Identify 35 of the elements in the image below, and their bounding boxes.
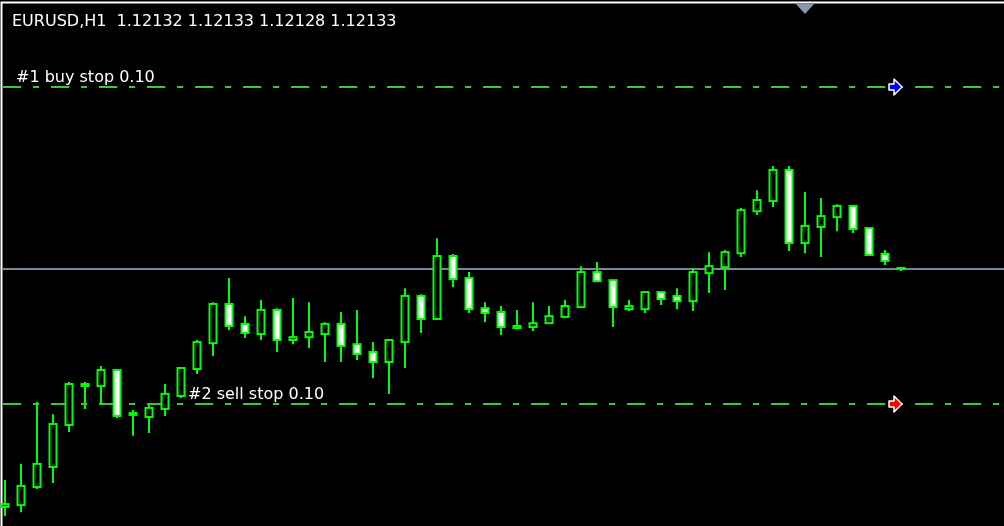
candlestick (448, 252, 458, 289)
ref-line-label: #2 sell stop 0.10 (188, 384, 325, 404)
candlestick (672, 287, 682, 311)
candlestick (80, 380, 90, 410)
ref-line-label: #1 buy stop 0.10 (16, 67, 155, 86)
candlestick (416, 293, 426, 334)
candlestick (144, 404, 154, 435)
candlestick (32, 400, 42, 491)
candlestick (640, 291, 650, 315)
candlestick (16, 462, 26, 514)
candlestick (832, 203, 842, 233)
candlestick (240, 315, 250, 339)
candlestick (592, 260, 602, 283)
candlestick (800, 190, 810, 255)
candlestick (128, 408, 138, 437)
candlestick (816, 196, 826, 259)
candlestick (752, 189, 762, 217)
candlestick (320, 321, 330, 364)
candlestick (704, 251, 714, 295)
chart-title: EURUSD,H1 1.12132 1.12133 1.12128 1.12133 (12, 11, 397, 30)
candlestick (304, 301, 314, 350)
candlestick (96, 364, 106, 407)
candlestick (0, 478, 10, 517)
candlestick (288, 297, 298, 346)
candlestick (496, 305, 506, 337)
candlestick (528, 301, 538, 332)
candlestick (480, 301, 490, 324)
candlestick (336, 311, 346, 364)
candlestick (160, 383, 170, 417)
candlestick (352, 308, 362, 361)
candlestick (368, 341, 378, 380)
candlestick (384, 338, 394, 395)
candlestick (720, 249, 730, 291)
candlestick (224, 277, 234, 332)
candlestick (848, 204, 858, 234)
